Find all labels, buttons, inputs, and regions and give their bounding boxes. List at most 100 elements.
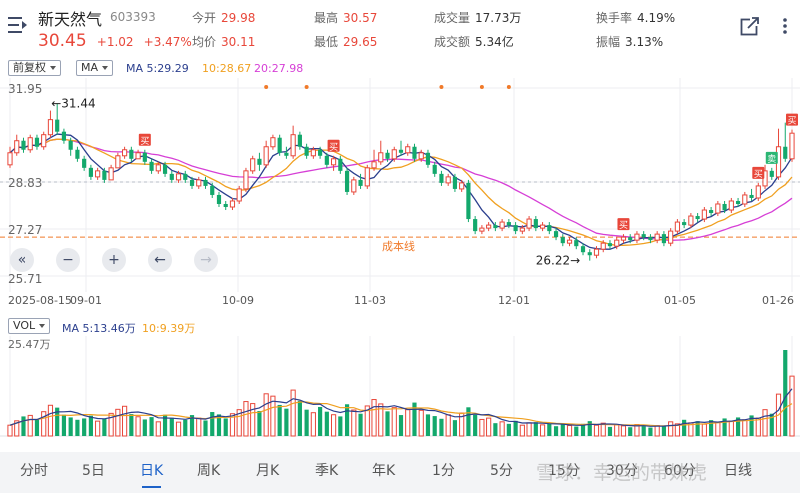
vol-bar: [709, 420, 714, 436]
candle-body: [479, 227, 485, 232]
vol-bar: [539, 424, 546, 437]
period-tabs: 分时 5日 日K 周K 月K 季K 年K 1分 5分 15分 30分 60分 日线: [0, 452, 800, 493]
zoom-in-button[interactable]: +: [102, 248, 126, 272]
vol-bar: [499, 421, 505, 437]
candle-body: [701, 209, 707, 220]
vol-bar: [749, 415, 754, 436]
stat-value: 30.57: [343, 11, 378, 25]
vol-bar: [162, 414, 168, 436]
vol-bar: [14, 420, 20, 437]
vol-bar: [533, 422, 538, 436]
tab-1[interactable]: 5日: [82, 463, 105, 479]
vol-bar: [88, 415, 93, 436]
tab-9[interactable]: 15分: [548, 463, 580, 479]
vol-bar: [526, 422, 532, 437]
vol-bar: [364, 405, 370, 437]
event-marker: [439, 85, 444, 89]
candle-body: [755, 185, 761, 199]
vol-bar: [330, 414, 337, 437]
candle-body: [216, 194, 222, 204]
vol-bar: [284, 408, 289, 436]
more-options-icon[interactable]: [778, 16, 792, 36]
candle-body: [445, 176, 451, 184]
tab-6[interactable]: 年K: [372, 463, 396, 479]
vol-bar: [142, 419, 147, 436]
x-tick-label: 12-01: [498, 294, 530, 307]
vol-bar: [580, 423, 586, 436]
candle-body: [175, 173, 182, 181]
candle-body: [149, 161, 154, 171]
quote-header: 新天然气 603393 30.45 +1.02 +3.47% 今开 29.98 最高…: [0, 0, 800, 56]
candle-body: [648, 237, 653, 241]
vol-bar: [600, 422, 606, 437]
y-tick-label: 27.27: [8, 223, 42, 237]
vol-bar: [722, 418, 727, 436]
candle-body: [506, 222, 511, 226]
volume-indicator-dropdown[interactable]: VOL: [8, 318, 51, 334]
candle-body: [593, 248, 600, 256]
tab-10[interactable]: 30分: [606, 463, 638, 479]
volume-chart[interactable]: 25.47万: [0, 336, 800, 440]
ma10-line: [9, 138, 793, 246]
scroll-back-button[interactable]: ←: [148, 248, 172, 272]
vol-bar: [135, 416, 141, 437]
candle-body: [735, 200, 741, 204]
high-annotation: ←31.44: [51, 96, 95, 110]
scroll-forward-button[interactable]: →: [194, 248, 218, 272]
vol-bar: [68, 417, 73, 436]
tab-3[interactable]: 周K: [197, 463, 221, 479]
vol-bar: [668, 421, 674, 437]
jump-first-button[interactable]: «: [10, 248, 34, 272]
signal-label: 买: [329, 142, 338, 153]
volume-indicator-bar: VOL MA 5:13.46万 10:9.39万: [0, 318, 800, 336]
tab-0[interactable]: 分时: [20, 463, 48, 479]
candle-body: [641, 234, 646, 238]
vol-bar: [574, 426, 579, 436]
stat-label: 均价: [192, 35, 217, 49]
stat-label: 成交量: [434, 11, 471, 25]
vol-bar: [728, 420, 734, 437]
candlestick-chart[interactable]: 成本线31.9528.8327.2725.71买买买买买卖←31.4426.22…: [0, 78, 800, 312]
vol-bar: [560, 424, 565, 436]
stat-0: 今开 29.98: [192, 9, 255, 26]
tab-12[interactable]: 日线: [724, 463, 752, 479]
stat-label: 最高: [314, 11, 339, 25]
candle-body: [513, 225, 518, 232]
menu-collapse-icon[interactable]: [8, 14, 28, 36]
vol-bar: [47, 404, 54, 437]
vol-bar: [661, 426, 667, 436]
candle-body: [661, 234, 667, 244]
sell-signal: [752, 166, 765, 179]
y-tick-label: 28.83: [8, 176, 42, 190]
candle-body: [473, 219, 478, 232]
tab-5[interactable]: 季K: [315, 463, 339, 479]
vol-bar: [445, 414, 451, 437]
vol-bar: [439, 418, 444, 436]
candle-body: [310, 149, 316, 157]
cost-line-label: 成本线: [382, 239, 415, 253]
tab-2[interactable]: 日K: [140, 452, 163, 493]
vol-bar: [607, 426, 613, 436]
adjust-dropdown[interactable]: 前复权: [8, 60, 61, 76]
vol-bar: [82, 418, 87, 436]
external-link-icon[interactable]: [740, 16, 760, 36]
vol-bar: [452, 420, 458, 436]
tab-7[interactable]: 1分: [432, 463, 455, 479]
vol-bar: [155, 421, 161, 437]
vol-bar: [304, 409, 309, 436]
candle-body: [539, 224, 546, 229]
tab-11[interactable]: 60分: [664, 463, 696, 479]
candle-body: [290, 134, 296, 157]
candle-body: [324, 155, 329, 165]
tab-8[interactable]: 5分: [490, 463, 513, 479]
zoom-out-button[interactable]: −: [56, 248, 80, 272]
candle-body: [88, 167, 93, 177]
vol-bar: [27, 414, 33, 437]
vol-bar: [641, 426, 646, 436]
tab-4[interactable]: 月K: [256, 463, 280, 479]
main-indicator-dropdown[interactable]: MA: [76, 60, 114, 76]
candle-body: [82, 158, 87, 168]
vol-bar: [210, 412, 215, 436]
vol-bar: [216, 414, 222, 436]
